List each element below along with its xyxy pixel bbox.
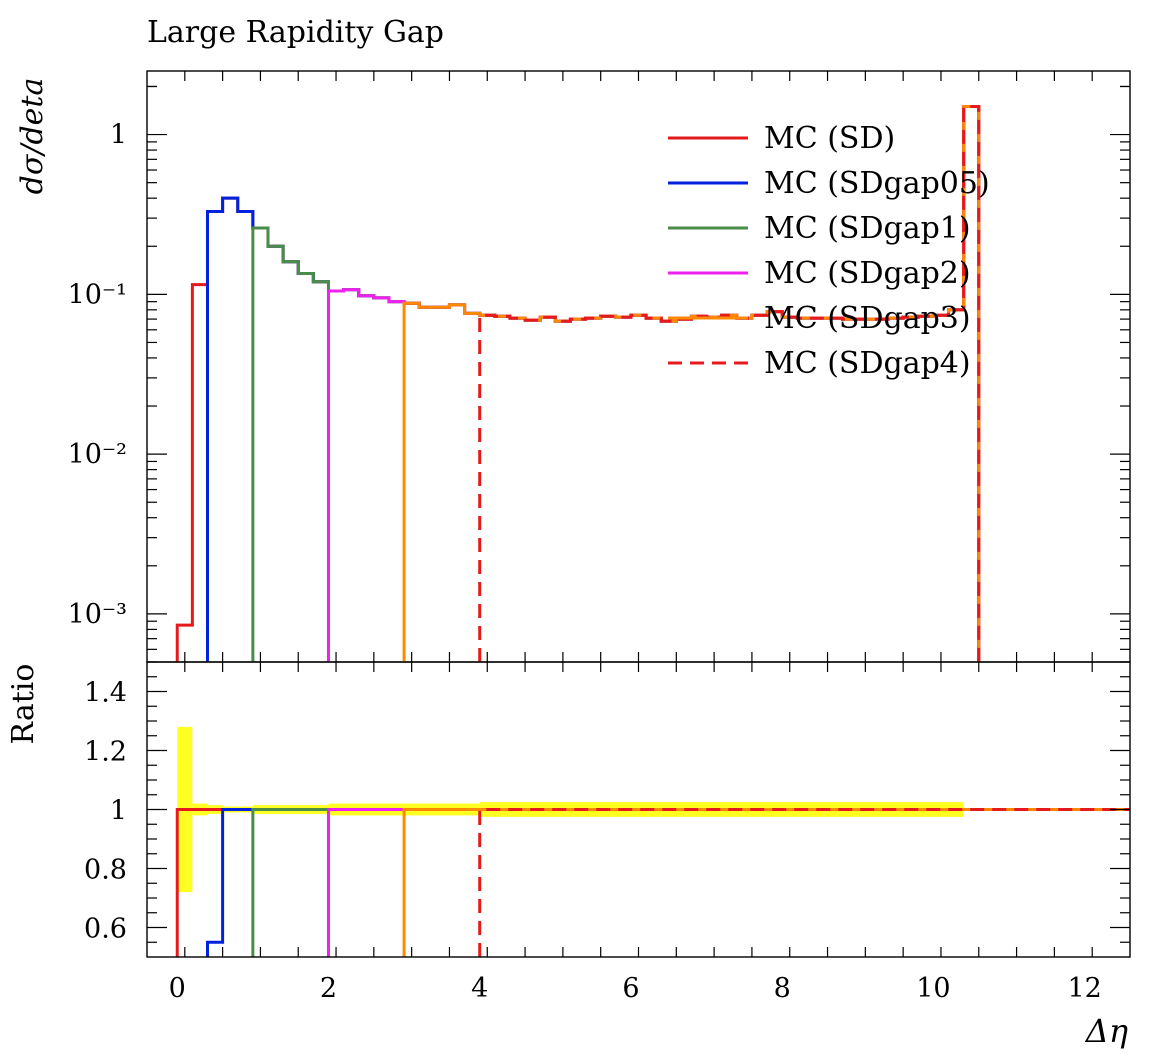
ratio-tick-label: 1 [110, 796, 127, 827]
ratio-series-group [175, 808, 1130, 957]
ratio-line-0 [175, 808, 1130, 957]
legend-label: MC (SDgap1) [764, 211, 971, 246]
x-tick-label: 2 [320, 973, 337, 1004]
x-tick-label: 8 [774, 973, 791, 1004]
y-tick-label: 10⁻² [68, 439, 127, 470]
ratio-tick-labels: 0.6 0.8 1 1.2 1.4 [84, 678, 127, 945]
series-line-5 [478, 104, 981, 662]
x-tick-labels: 0 2 4 6 8 10 12 [169, 973, 1102, 1004]
x-tick-label: 10 [916, 973, 950, 1004]
ratio-tick-label: 1.4 [84, 678, 127, 709]
ratio-axis-label: Ratio [6, 664, 41, 745]
y-tick-labels: 10⁻³ 10⁻² 10⁻¹ 1 [68, 120, 127, 630]
legend-label: MC (SDgap05) [764, 166, 990, 201]
main-axis-ticks [147, 71, 1130, 663]
ratio-axis-ticks [147, 662, 1130, 957]
legend-label: MC (SDgap3) [764, 301, 971, 336]
ratio-line-3 [326, 808, 1130, 957]
legend-label: MC (SDgap2) [764, 256, 971, 291]
main-panel-frame [146, 70, 1131, 663]
x-tick-label: 0 [169, 973, 186, 1004]
ratio-line-5 [478, 808, 1130, 957]
x-axis-label: Δη [1084, 1012, 1128, 1050]
ratio-tick-label: 1.2 [84, 737, 127, 768]
main-panel: 10⁻³ 10⁻² 10⁻¹ 1 [68, 70, 1131, 663]
chart-title: Large Rapidity Gap [147, 15, 444, 50]
legend-label: MC (SD) [764, 121, 895, 156]
ratio-tick-label: 0.8 [84, 855, 127, 886]
ratio-line-4 [402, 808, 1130, 957]
y-axis-label: dσ/deta [15, 78, 50, 195]
ratio-line-1 [205, 808, 1130, 957]
y-tick-label: 10⁻¹ [68, 279, 127, 310]
legend-label: MC (SDgap4) [764, 346, 971, 381]
x-tick-label: 4 [471, 973, 488, 1004]
ratio-panel: 0.6 0.8 1 1.2 1.4 [84, 661, 1131, 958]
y-tick-label: 10⁻³ [68, 599, 127, 630]
legend: MC (SD) MC (SDgap05) MC (SDgap1) MC (SDgap2… [668, 121, 990, 381]
ratio-line-2 [251, 808, 1130, 957]
main-series-group [175, 104, 981, 662]
x-tick-label: 12 [1067, 973, 1101, 1004]
x-tick-label: 6 [622, 973, 639, 1004]
y-tick-label: 1 [110, 120, 127, 151]
ratio-tick-label: 0.6 [84, 914, 127, 945]
